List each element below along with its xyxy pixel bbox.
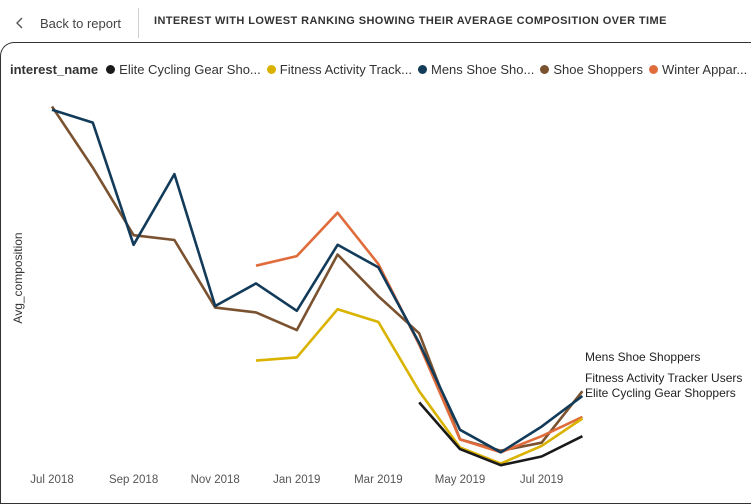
x-tick-label: May 2019 bbox=[435, 474, 486, 486]
legend-title: interest_name bbox=[10, 61, 99, 77]
legend-label: Mens Shoe Sho... bbox=[430, 61, 535, 77]
legend-item-fitness-tracker[interactable]: Fitness Activity Track... bbox=[266, 61, 412, 77]
legend-dot bbox=[540, 64, 550, 74]
legend-label: Shoe Shoppers bbox=[553, 61, 643, 77]
end-label: Mens Shoe Shoppers bbox=[585, 350, 700, 364]
top-bar: Back to report INTEREST WITH LOWEST RANK… bbox=[0, 0, 751, 44]
legend-item-winter-apparel[interactable]: Winter Appar... bbox=[648, 61, 748, 77]
legend-dot bbox=[648, 64, 658, 74]
series-line-mens-shoe-shoppers[interactable] bbox=[51, 108, 584, 454]
series-line-elite-cycling-gear-shoppers[interactable] bbox=[418, 401, 583, 467]
legend-label: Winter Appar... bbox=[661, 61, 748, 77]
back-to-report-button[interactable]: Back to report bbox=[14, 13, 121, 33]
end-label: Elite Cycling Gear Shoppers bbox=[585, 386, 736, 400]
legend-dot bbox=[417, 64, 427, 74]
chart-legend: interest_name Elite Cycling Gear Sho... … bbox=[10, 60, 751, 78]
legend-dot bbox=[106, 64, 116, 74]
legend-item-mens-shoe[interactable]: Mens Shoe Sho... bbox=[417, 61, 535, 77]
legend-item-shoe-shoppers[interactable]: Shoe Shoppers bbox=[540, 62, 643, 77]
end-label: Fitness Activity Tracker Users bbox=[585, 371, 742, 385]
x-tick-label: Sep 2018 bbox=[109, 474, 158, 486]
x-tick-label: Jul 2019 bbox=[520, 474, 563, 486]
x-tick-label: Jan 2019 bbox=[273, 474, 320, 486]
x-tick-label: Mar 2019 bbox=[354, 474, 403, 486]
legend-label: Fitness Activity Track... bbox=[279, 61, 412, 77]
series-line-fitness-activity-tracker-users[interactable] bbox=[255, 307, 584, 465]
legend-label: Elite Cycling Gear Sho... bbox=[119, 61, 261, 77]
back-label: Back to report bbox=[40, 15, 121, 31]
legend-item-elite-cycling[interactable]: Elite Cycling Gear Sho... bbox=[106, 62, 261, 77]
legend-dot bbox=[266, 64, 276, 74]
line-chart: Mens Shoe Shoppers Fitness Activity Track… bbox=[30, 105, 742, 486]
x-tick-label: Nov 2018 bbox=[191, 474, 240, 486]
page-title: INTEREST WITH LOWEST RANKING SHOWING THE… bbox=[154, 15, 667, 27]
header-divider bbox=[138, 8, 139, 38]
x-tick-label: Jul 2018 bbox=[30, 474, 73, 486]
chevron-left-icon bbox=[16, 17, 23, 29]
